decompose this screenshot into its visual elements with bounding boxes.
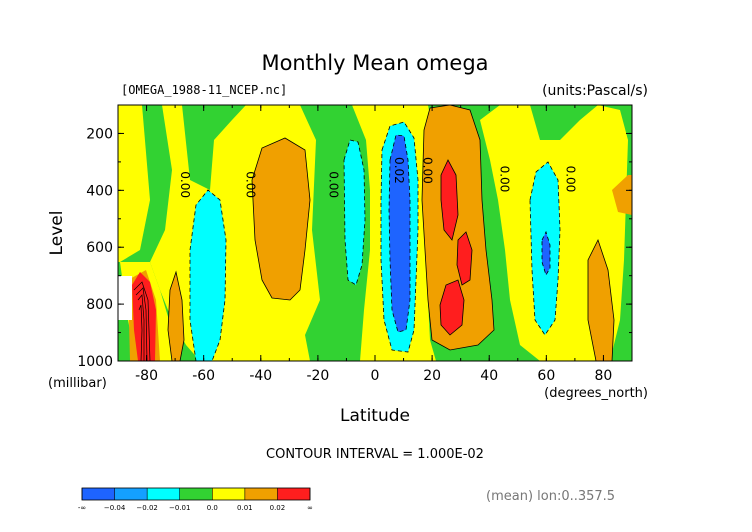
colorbar-label: −0.01 <box>169 504 190 512</box>
y-tick-label: 400 <box>86 183 113 199</box>
y-axis-units: (millibar) <box>48 376 107 391</box>
footer-note: (mean) lon:0..357.5 <box>486 489 615 504</box>
x-tick-label: 60 <box>537 368 555 384</box>
contour-label: 0.00 <box>326 171 340 198</box>
dense-contours-southpole <box>133 281 151 361</box>
contour-label: 0.00 <box>498 166 512 193</box>
colorbar-label: 0.02 <box>270 504 286 512</box>
x-tick-label: -80 <box>135 368 158 384</box>
band-orange-d <box>168 272 184 361</box>
colorbar-legend: -∞ −0.04 −0.02 −0.01 0.0 0.01 0.02 ∞ <box>78 487 313 512</box>
contour-interval: CONTOUR INTERVAL = 1.000E-02 <box>266 447 484 462</box>
band-orange-f <box>612 175 632 215</box>
band-cyan-a <box>190 190 226 361</box>
x-tick-label: 80 <box>595 368 613 384</box>
y-tick-label: 600 <box>86 240 113 256</box>
y-tick-label: 800 <box>86 297 113 313</box>
x-tick-label: 40 <box>480 368 498 384</box>
contour-label: 0.00 <box>563 166 577 193</box>
band-red-c <box>457 232 472 285</box>
units-label: (units:Pascal/s) <box>542 83 648 99</box>
x-tick-label: -60 <box>192 368 215 384</box>
x-tick-label: -40 <box>249 368 272 384</box>
colorbar-swatch <box>277 488 310 500</box>
colorbar-swatch <box>147 488 180 500</box>
colorbar-swatch <box>82 488 115 500</box>
missing-data-patch <box>118 276 132 320</box>
contour-label: 0.00 <box>421 157 435 184</box>
contour-lines-negative <box>189 121 561 361</box>
colorbar-swatch <box>212 488 245 500</box>
band-red-a <box>441 160 458 240</box>
contour-label: 0.00 <box>178 171 192 198</box>
colorbar-swatch <box>179 488 213 500</box>
colorbar-label: 0.01 <box>237 504 253 512</box>
contour-lines <box>167 105 615 361</box>
contour-plot-area <box>118 105 632 361</box>
file-label: [OMEGA_1988-11_NCEP.nc] <box>121 83 287 97</box>
colorbar-label: 0.0 <box>207 504 218 512</box>
colorbar-label: −0.02 <box>136 504 157 512</box>
band-orange-c <box>588 240 614 361</box>
contour-label-layer: 0.00 0.00 0.00 0.02 0.00 0.00 0.00 <box>178 157 577 198</box>
contour-label: 0.02 <box>392 157 406 184</box>
colorbar-swatch <box>114 488 148 500</box>
band-orange-b <box>422 105 494 350</box>
x-tick-label: -20 <box>306 368 329 384</box>
band-blue-b <box>542 232 550 275</box>
colorbar-label: -∞ <box>78 504 86 512</box>
contour-label: 0.00 <box>244 171 258 198</box>
band-red-b <box>440 280 464 335</box>
y-tick-label: 200 <box>86 126 113 142</box>
chart-title: Monthly Mean omega <box>261 51 488 75</box>
band-orange-a <box>252 138 310 300</box>
colorbar-swatch <box>244 488 278 500</box>
band-blue-a <box>389 135 410 332</box>
colorbar-label: −0.04 <box>104 504 126 512</box>
y-axis: 200 400 600 800 1000 <box>77 104 632 370</box>
x-axis-units: (degrees_north) <box>544 386 648 401</box>
y-axis-title: Level <box>47 211 67 256</box>
x-axis-title: Latitude <box>340 406 410 426</box>
band-yellow-a <box>118 105 150 262</box>
x-tick-label: 20 <box>423 368 441 384</box>
x-axis: -80 -60 -40 -20 0 20 40 60 80 <box>117 105 633 384</box>
colorbar-label: ∞ <box>307 504 313 512</box>
y-tick-label: 1000 <box>77 354 113 370</box>
band-cyan-b <box>344 140 365 285</box>
x-tick-label: 0 <box>371 368 380 384</box>
